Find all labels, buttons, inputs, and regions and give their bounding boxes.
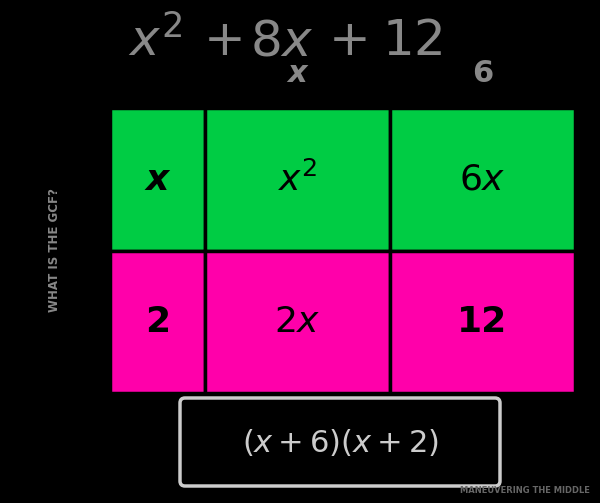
Text: MANEUVERING THE MIDDLE: MANEUVERING THE MIDDLE — [460, 486, 590, 495]
Bar — [205, 108, 390, 251]
Text: $12$: $12$ — [382, 17, 442, 65]
Text: x: x — [287, 59, 307, 88]
FancyBboxPatch shape — [180, 398, 500, 486]
Bar — [205, 251, 390, 393]
Bar — [110, 108, 205, 251]
Text: $+$: $+$ — [328, 17, 366, 65]
Text: $x^2$: $x^2$ — [128, 17, 182, 65]
Text: $2x$: $2x$ — [274, 305, 321, 339]
Text: $+$: $+$ — [203, 17, 241, 65]
Bar — [110, 251, 205, 393]
Text: 6: 6 — [472, 59, 493, 88]
Text: WHAT IS THE GCF?: WHAT IS THE GCF? — [49, 189, 62, 312]
Text: $(x+6)(x+2)$: $(x+6)(x+2)$ — [242, 428, 439, 459]
Text: 12: 12 — [457, 305, 508, 339]
Text: 2: 2 — [145, 305, 170, 339]
Text: $8x$: $8x$ — [250, 17, 314, 65]
Text: $6x$: $6x$ — [459, 162, 506, 197]
Text: x: x — [146, 162, 169, 197]
Bar — [390, 251, 575, 393]
Bar — [390, 108, 575, 251]
Text: $x^2$: $x^2$ — [278, 161, 317, 198]
